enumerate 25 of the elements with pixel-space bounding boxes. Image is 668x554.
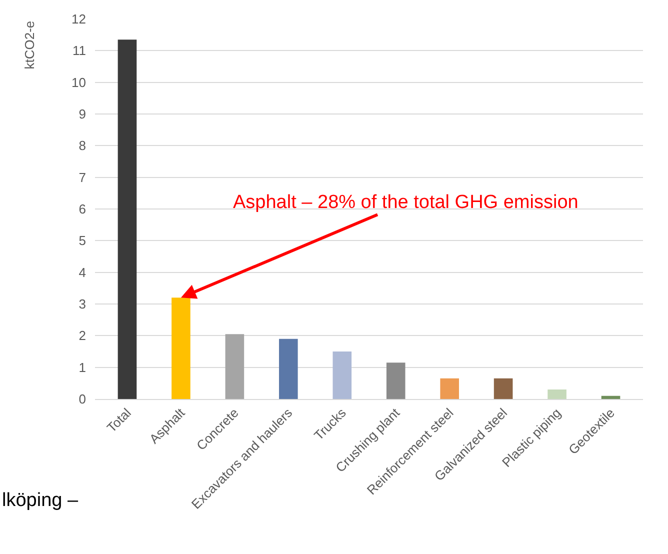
y-tick-label: 6 [78, 202, 86, 217]
bar [548, 390, 566, 399]
bar [386, 362, 406, 399]
y-tick-label: 8 [78, 138, 86, 154]
bar [118, 40, 137, 399]
y-tick-label: 5 [78, 233, 86, 248]
y-tick-label: 9 [78, 106, 86, 122]
bar [601, 396, 620, 399]
text: lköping – [2, 490, 78, 511]
y-tick-label: 1 [78, 360, 86, 375]
y-tick-label: 7 [78, 170, 86, 185]
y-tick-label: 10 [72, 74, 86, 90]
y-tick-label: 2 [78, 328, 86, 344]
bar [494, 378, 513, 399]
y-tick-label: 12 [72, 12, 86, 27]
y-tick-label: 4 [78, 264, 86, 280]
y-tick-label: 3 [78, 296, 86, 312]
bar [440, 378, 459, 399]
y-tick-label: 0 [78, 392, 86, 407]
bar [332, 352, 352, 399]
bar [279, 338, 298, 399]
bar [225, 334, 244, 399]
y-tick-label: 11 [72, 43, 86, 58]
y-axis-title: ktCO2-e [22, 20, 38, 70]
annotation: Asphalt – 28% of the total GHG emission [233, 192, 578, 213]
